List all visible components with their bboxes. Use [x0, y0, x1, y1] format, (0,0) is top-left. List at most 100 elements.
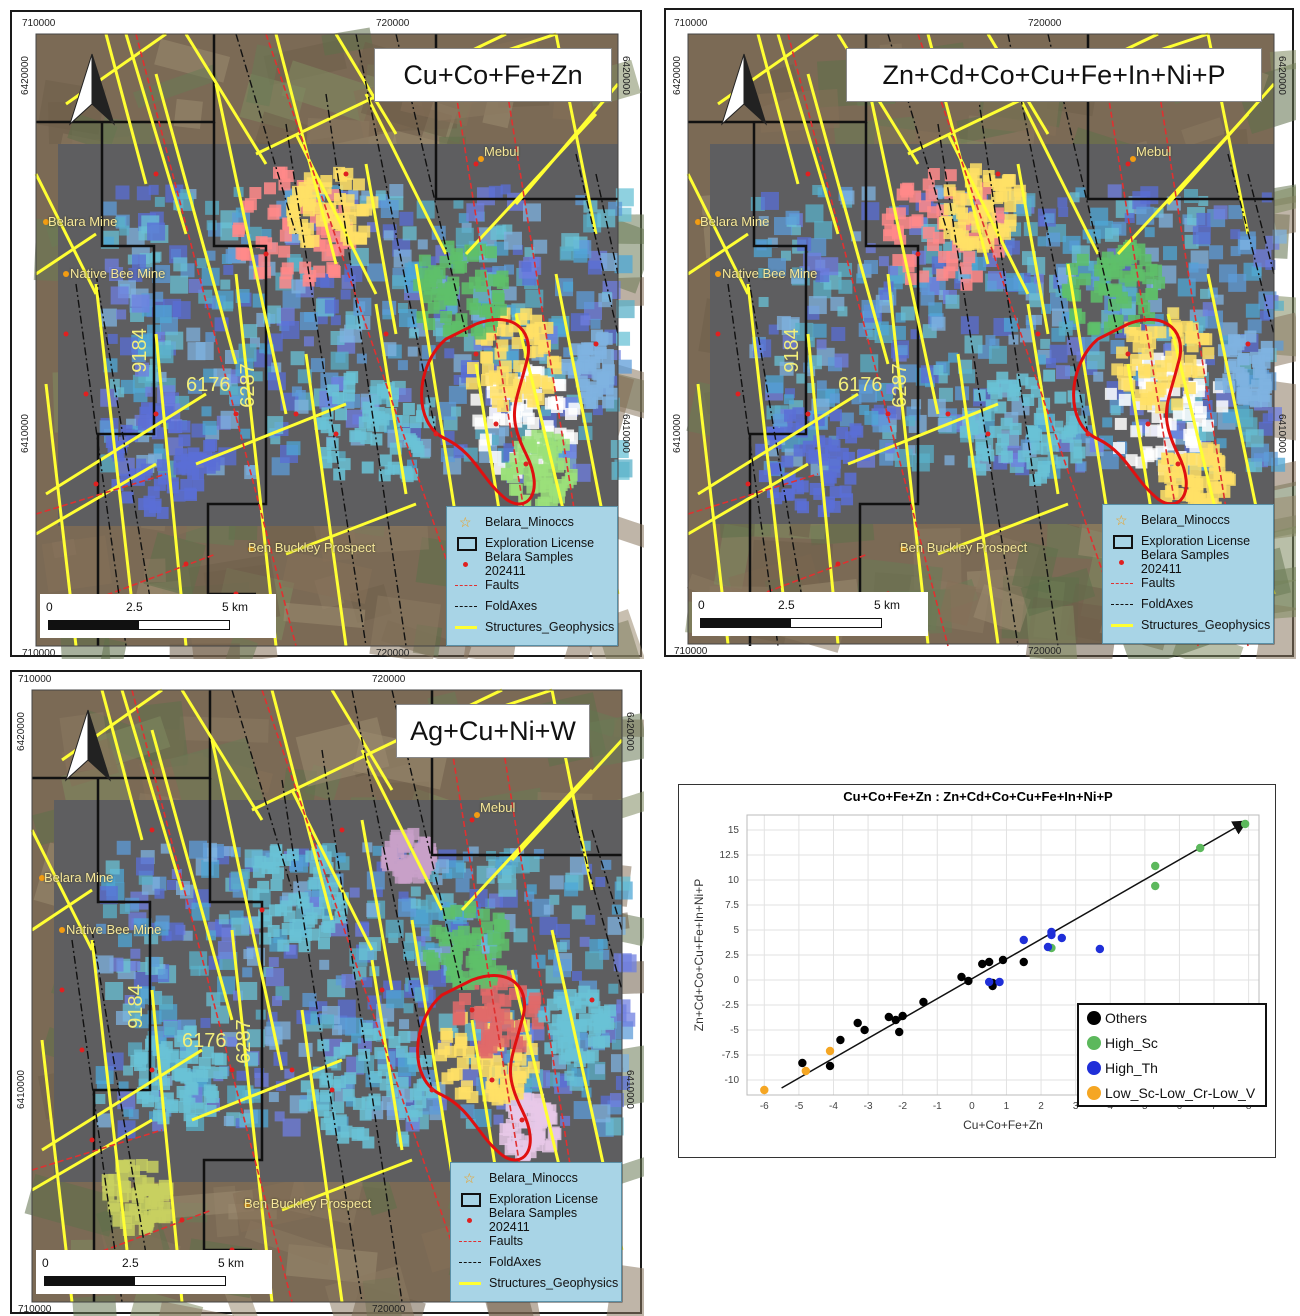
legend-row-license: Exploration License: [1111, 532, 1250, 550]
scatter-point-low-sc-low-cr-low-v: [825, 1046, 835, 1056]
legend-row-faults: Faults: [459, 1232, 523, 1250]
scatter-point-others: [853, 1018, 862, 1028]
map-title: Ag+Cu+Ni+W: [396, 704, 590, 758]
north-arrow-icon: [68, 53, 116, 126]
place-mebul: Mebul: [1136, 144, 1172, 159]
structure-line-icon: [1111, 618, 1133, 632]
legend-row-samples: Belara Samples 202411: [455, 550, 617, 578]
coord-bottom-left: 710000: [18, 1304, 52, 1315]
scatter-svg: Cu+Co+Fe+Zn : Zn+Cd+Co+Cu+Fe+In+Ni+P -6 -5…: [692, 789, 1260, 1132]
scale-bar-graphic: [44, 1276, 226, 1286]
legend-label: Exploration License: [1141, 534, 1251, 548]
legend-row-faults: Faults: [1111, 574, 1175, 592]
legend-high-sc: High_Sc: [1079, 1030, 1265, 1055]
y-tick-label: -2.5: [722, 1000, 740, 1011]
legend-row-structures: Structures_Geophysics: [1111, 616, 1270, 634]
coord-left-top: 6420000: [672, 56, 683, 95]
legend-label: Belara Samples 202411: [484, 550, 574, 578]
x-tick-label: 2: [1038, 1101, 1044, 1112]
coord-bottom-mid: 720000: [372, 1304, 406, 1315]
legend-label: Exploration License: [489, 1192, 599, 1206]
legend-label: Belara Samples 202411: [488, 1206, 578, 1234]
scatter-point-others: [895, 1027, 904, 1037]
x-tick-label: 3: [1073, 1101, 1079, 1112]
legend-label: FoldAxes: [1141, 597, 1194, 611]
map-panel-zn-cd-co-cu-fe-in-ni-p: 710000 720000 710000 720000 6420000 6410000 64…: [664, 8, 1296, 659]
place-native-bee-mine: Native Bee Mine: [722, 266, 818, 281]
map-legend: ☆ Belara_Minoccs Exploration License Belara…: [446, 506, 618, 646]
scatter-point-others: [984, 957, 994, 967]
scatter-point-others: [860, 1025, 869, 1035]
scatter-point-low-sc-low-cr-low-v: [801, 1066, 811, 1076]
fault-line-icon: [1111, 576, 1133, 590]
minocc-star-icon: ☆: [1115, 512, 1128, 528]
coord-top-mid: 720000: [372, 674, 406, 685]
scale-bar: 0 2.5 5 km: [36, 1250, 272, 1294]
y-tick-label: 2.5: [725, 950, 739, 961]
coord-top-left: 710000: [22, 18, 56, 29]
legend-high-th: High_Th: [1079, 1055, 1265, 1080]
y-tick-label: -7.5: [722, 1050, 740, 1061]
legend-label: Belara_Minoccs: [1141, 513, 1230, 527]
legend-row-minoccs: ☆ Belara_Minoccs: [1111, 511, 1230, 529]
legend-row-minoccs: ☆ Belara_Minoccs: [455, 513, 574, 531]
low-sc-dot-icon: [1087, 1085, 1101, 1100]
legend-label: Faults: [1141, 576, 1176, 590]
coord-right-mid: 6410000: [620, 414, 631, 453]
coord-bottom-left: 710000: [22, 648, 56, 659]
legend-others: Others: [1079, 1005, 1265, 1030]
coord-bottom-left: 710000: [674, 646, 708, 657]
legend-row-samples: Belara Samples 202411: [1111, 548, 1273, 576]
line-label-9184: 9184: [124, 984, 147, 1029]
north-arrow-icon: [720, 53, 768, 126]
minocc-star-icon: ☆: [459, 514, 472, 530]
coord-right-top: 6420000: [620, 56, 631, 95]
minocc-star-icon: ☆: [463, 1170, 476, 1186]
map-title: Zn+Cd+Co+Cu+Fe+In+Ni+P: [846, 48, 1262, 102]
coord-right-top: 6420000: [624, 712, 635, 751]
legend-row-structures: Structures_Geophysics: [455, 618, 614, 636]
legend-label: Structures_Geophysics: [485, 620, 615, 634]
coord-bottom-mid: 720000: [376, 648, 410, 659]
scatter-point-others: [919, 997, 928, 1007]
line-label-9184: 9184: [780, 328, 803, 373]
legend-row-structures: Structures_Geophysics: [459, 1274, 618, 1292]
scatter-point-high-sc: [1151, 881, 1160, 891]
coord-bottom-mid: 720000: [1028, 646, 1062, 657]
legend-label: Belara_Minoccs: [485, 515, 574, 529]
scale-label-end: 5 km: [874, 598, 901, 612]
line-label-6287: 6287: [232, 1019, 255, 1064]
y-tick-label: -5: [730, 1025, 739, 1036]
scale-bar-graphic: [48, 620, 230, 630]
x-tick-label: 1: [1004, 1101, 1010, 1112]
scatter-point-others: [957, 972, 966, 982]
others-dot-icon: [1087, 1010, 1101, 1025]
scale-label-mid: 2.5: [122, 1256, 139, 1270]
map-panel-ag-cu-ni-w: 710000 720000 710000 720000 6420000 6410000 64…: [10, 670, 644, 1316]
scale-label-end: 5 km: [222, 600, 249, 614]
scatter-point-high-th: [1095, 944, 1105, 954]
legend-label: Belara_Minoccs: [489, 1171, 578, 1185]
coord-left-top: 6420000: [16, 712, 27, 751]
coord-right-mid: 6410000: [1276, 414, 1287, 453]
line-label-6176: 6176: [182, 1030, 227, 1052]
fault-line-icon: [459, 1234, 481, 1248]
legend-label: Faults: [485, 578, 520, 592]
legend-label: FoldAxes: [485, 599, 538, 613]
legend-row-faults: Faults: [455, 576, 519, 594]
place-ben-buckley-prospect: Ben Buckley Prospect: [248, 540, 376, 555]
scale-label-zero: 0: [46, 600, 53, 614]
scatter-point-others: [1019, 957, 1028, 967]
structure-line-icon: [455, 620, 477, 634]
license-box-icon: [455, 536, 477, 551]
legend-row-minoccs: ☆ Belara_Minoccs: [459, 1169, 578, 1187]
place-ben-buckley-prospect: Ben Buckley Prospect: [900, 540, 1028, 555]
scatter-point-others: [836, 1035, 845, 1045]
legend-row-foldaxes: FoldAxes: [455, 597, 537, 615]
scatter-point-high-th: [984, 977, 994, 987]
legend-low-sc: Low_Sc-Low_Cr-Low_V: [1079, 1080, 1265, 1105]
x-tick-label: -6: [760, 1101, 769, 1112]
north-arrow-icon: [64, 709, 112, 782]
scale-label-end: 5 km: [218, 1256, 245, 1270]
scatter-point-others: [884, 1012, 894, 1022]
